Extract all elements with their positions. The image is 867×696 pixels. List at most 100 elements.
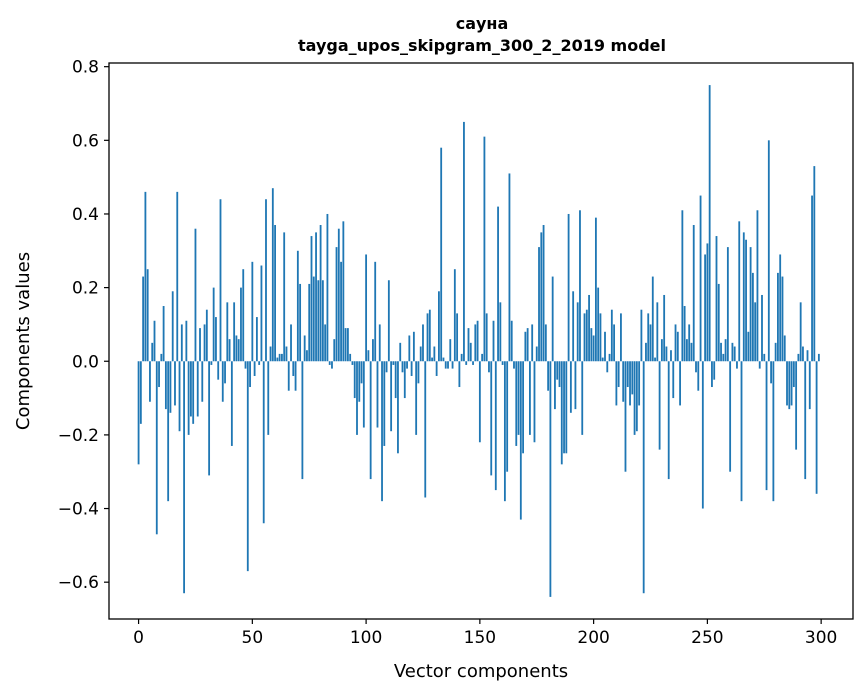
bar bbox=[701, 361, 704, 509]
bar bbox=[187, 361, 190, 435]
bar bbox=[255, 317, 258, 362]
bar bbox=[554, 361, 556, 410]
bar bbox=[321, 280, 324, 362]
bar bbox=[508, 173, 511, 362]
bar bbox=[522, 361, 524, 454]
bar bbox=[465, 361, 468, 365]
bar bbox=[292, 361, 295, 376]
bar bbox=[476, 320, 479, 362]
bar bbox=[190, 361, 192, 417]
bar bbox=[153, 320, 156, 362]
bar bbox=[346, 328, 349, 362]
bar bbox=[180, 324, 183, 362]
bar bbox=[729, 361, 732, 472]
bar bbox=[417, 361, 420, 384]
bar bbox=[453, 269, 456, 362]
bars-group bbox=[137, 85, 820, 597]
bar bbox=[331, 361, 333, 369]
bar bbox=[613, 324, 616, 362]
bar bbox=[606, 361, 609, 373]
x-tick-label: 100 bbox=[350, 628, 382, 648]
bar bbox=[456, 313, 459, 362]
bar bbox=[608, 353, 611, 362]
bar bbox=[230, 361, 233, 446]
x-tick-label: 200 bbox=[577, 628, 609, 648]
bar bbox=[674, 324, 677, 362]
bar bbox=[433, 346, 436, 362]
bar bbox=[215, 317, 217, 362]
bar bbox=[372, 339, 374, 362]
y-tick-label: −0.2 bbox=[58, 426, 99, 446]
bar bbox=[499, 302, 502, 362]
y-tick-label: 0.4 bbox=[72, 205, 99, 225]
bar bbox=[588, 294, 590, 362]
bar bbox=[788, 361, 791, 410]
bar bbox=[813, 166, 816, 362]
bar bbox=[137, 361, 140, 465]
bar bbox=[692, 225, 695, 362]
bar bbox=[226, 302, 229, 362]
bar bbox=[576, 302, 579, 362]
bar bbox=[804, 361, 807, 480]
bar bbox=[158, 361, 160, 388]
bar bbox=[510, 320, 513, 362]
bar bbox=[199, 328, 201, 362]
bar bbox=[490, 361, 493, 476]
bar bbox=[169, 361, 172, 413]
bar bbox=[688, 324, 691, 362]
bar bbox=[601, 357, 604, 362]
bar bbox=[210, 361, 213, 365]
bar bbox=[308, 283, 311, 362]
bar bbox=[324, 324, 327, 362]
x-axis-ticks: 0 50 100 150 200 250 300 bbox=[133, 619, 837, 648]
bar bbox=[167, 361, 170, 502]
y-tick-label: 0.0 bbox=[72, 352, 99, 372]
bar bbox=[538, 247, 540, 362]
bar bbox=[378, 324, 381, 362]
bar bbox=[569, 361, 572, 413]
bar bbox=[808, 361, 811, 410]
bar bbox=[385, 361, 388, 373]
bar bbox=[481, 353, 484, 362]
bar bbox=[451, 361, 454, 369]
bar bbox=[160, 353, 163, 362]
bar bbox=[164, 361, 167, 410]
bar bbox=[736, 361, 738, 369]
bar bbox=[435, 361, 438, 376]
bar bbox=[351, 361, 354, 365]
bar bbox=[176, 191, 179, 362]
bar bbox=[704, 254, 707, 362]
x-tick-label: 300 bbox=[805, 628, 837, 648]
bar bbox=[328, 361, 331, 365]
bar bbox=[624, 361, 627, 472]
bar bbox=[149, 361, 151, 402]
bar bbox=[697, 361, 700, 391]
bar bbox=[742, 232, 745, 362]
bar bbox=[447, 361, 449, 369]
bar bbox=[376, 361, 379, 428]
bar bbox=[731, 342, 734, 362]
bar bbox=[171, 291, 174, 362]
y-tick-label: −0.4 bbox=[58, 500, 99, 520]
bar bbox=[772, 361, 775, 502]
bar bbox=[683, 306, 686, 362]
bar bbox=[761, 294, 763, 362]
bar bbox=[579, 210, 581, 362]
bar bbox=[774, 342, 777, 362]
bar bbox=[333, 339, 336, 362]
bar bbox=[251, 261, 254, 362]
bar bbox=[296, 250, 299, 362]
bar bbox=[315, 232, 317, 362]
bar bbox=[335, 247, 338, 362]
bar bbox=[431, 357, 433, 362]
bar bbox=[581, 361, 584, 435]
bar bbox=[144, 191, 147, 362]
bar bbox=[246, 361, 249, 572]
bar bbox=[526, 328, 529, 362]
bar bbox=[285, 346, 288, 362]
bar bbox=[574, 361, 577, 410]
bar bbox=[802, 346, 804, 362]
bar bbox=[635, 361, 638, 432]
bar bbox=[706, 243, 709, 362]
chart-title: сауна bbox=[456, 14, 509, 33]
